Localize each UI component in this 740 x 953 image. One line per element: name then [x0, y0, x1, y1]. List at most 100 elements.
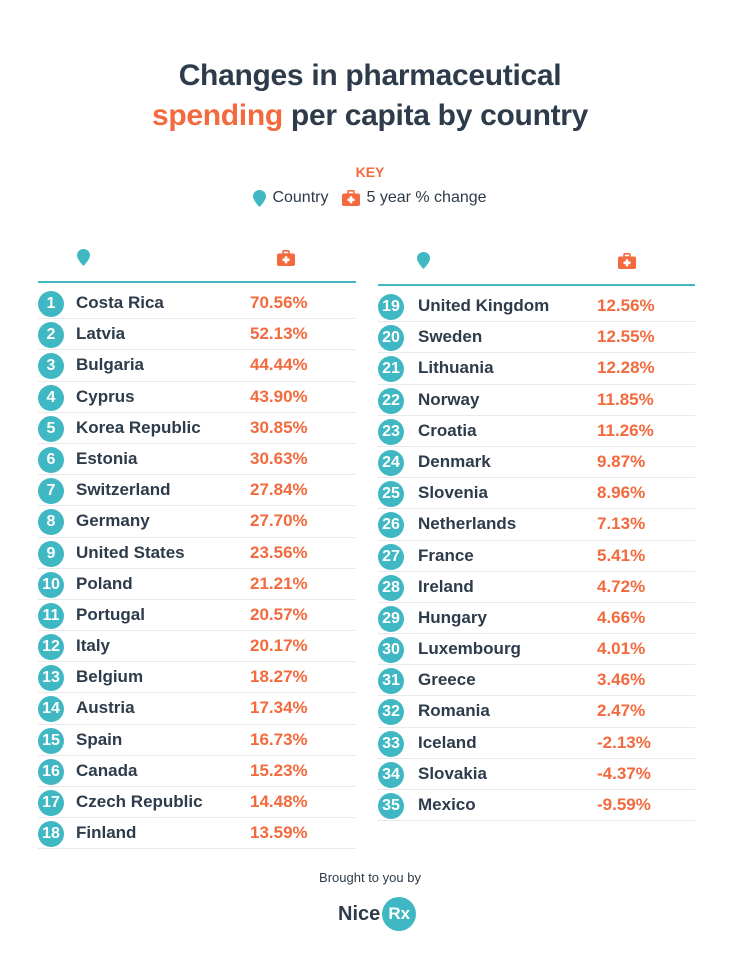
table-row: 29 Hungary 4.66% [378, 603, 695, 635]
country-name: Bulgaria [76, 355, 145, 375]
key-country: Country [253, 189, 328, 207]
rank-badge: 25 [378, 481, 404, 508]
percent-change: 3.46% [597, 670, 646, 690]
rank-badge: 27 [378, 543, 404, 570]
table-row: 19 United Kingdom 12.56% [378, 291, 695, 323]
percent-change: 23.56% [250, 542, 308, 562]
table-row: 6 Estonia 30.63% [38, 444, 356, 476]
percent-change: 70.56% [250, 293, 308, 312]
country-name: Belgium [76, 667, 144, 687]
country-name: Denmark [418, 451, 491, 471]
country-name: Mexico [418, 795, 476, 814]
country-name: Romania [418, 701, 490, 721]
table-row: 16 Canada 15.23% [38, 756, 356, 787]
table-row: 2 Latvia 52.13% [38, 319, 356, 351]
country-name: Cyprus [76, 386, 135, 406]
logo-rx-circle: Rx [382, 897, 417, 931]
rank-badge: 16 [38, 758, 64, 785]
rank-badge: 32 [378, 699, 404, 726]
nicerx-logo: Nice Rx [338, 897, 417, 931]
rank-badge: 24 [378, 449, 404, 476]
country-name: Austria [76, 698, 135, 718]
table-row: 23 Croatia 11.26% [378, 416, 695, 447]
table-column-right: 19 United Kingdom 12.56% 20 Sweden 12.55% 21 Li… [378, 251, 695, 822]
country-name: Canada [76, 760, 138, 780]
logo-nice-text: Nice [338, 902, 381, 925]
rank-badge: 7 [38, 478, 64, 505]
country-name: Poland [76, 573, 133, 593]
table-row: 13 Belgium 18.27% [38, 662, 356, 694]
table-row: 11 Portugal 20.57% [38, 600, 356, 632]
percent-change: 15.23% [250, 760, 308, 780]
country-name: Italy [76, 636, 111, 656]
percent-change: -2.13% [597, 732, 651, 752]
country-name: France [418, 545, 474, 565]
rank-badge: 35 [378, 793, 404, 819]
percent-change: 27.84% [250, 480, 308, 500]
table-row: 10 Poland 21.21% [38, 569, 356, 600]
table-row: 34 Slovakia -4.37% [378, 759, 695, 790]
percent-change: 5.41% [597, 545, 646, 565]
percent-change: 7.13% [597, 514, 646, 534]
rank-badge: 9 [38, 540, 64, 567]
page-title-line-2: spending per capita by country [0, 96, 740, 136]
key-label: KEY [355, 164, 385, 180]
medical-kit-icon [618, 253, 636, 269]
table-row: 4 Cyprus 43.90% [38, 382, 356, 413]
percent-change: 21.21% [250, 573, 308, 593]
country-name: Sweden [418, 327, 483, 347]
rank-badge: 31 [378, 668, 404, 695]
rank-badge: 12 [38, 634, 64, 661]
rank-badge: 5 [38, 415, 64, 442]
country-name: Croatia [418, 420, 477, 440]
percent-change: 44.44% [250, 355, 308, 375]
table-row: 22 Norway 11.85% [378, 385, 695, 416]
column-header [378, 251, 695, 286]
rank-badge: 11 [38, 602, 64, 629]
table-row: 30 Luxembourg 4.01% [378, 634, 695, 666]
title-rest: per capita by country [282, 99, 589, 132]
rank-badge: 33 [378, 730, 404, 757]
percent-change: 27.70% [250, 511, 308, 531]
rank-badge: 21 [378, 356, 404, 383]
percent-change: 9.87% [597, 451, 646, 471]
percent-change: 16.73% [250, 729, 308, 749]
rank-badge: 2 [38, 322, 64, 349]
rank-badge: 17 [38, 790, 64, 816]
rank-badge: 1 [38, 291, 64, 317]
percent-change: 8.96% [597, 483, 646, 503]
percent-change: 4.01% [597, 639, 646, 659]
rank-badge: 20 [378, 325, 404, 352]
country-name: Luxembourg [418, 639, 521, 659]
country-name: Switzerland [76, 480, 171, 500]
key-change: 5 year % change [342, 189, 487, 207]
brought-to-you-by: Brought to you by [319, 870, 421, 885]
table-rows-right: 19 United Kingdom 12.56% 20 Sweden 12.55% 21 Li… [378, 291, 695, 822]
table-row: 9 United States 23.56% [38, 538, 356, 569]
table-row: 17 Czech Republic 14.48% [38, 787, 356, 819]
medical-kit-icon [342, 190, 361, 206]
table-row: 18 Finland 13.59% [38, 818, 356, 850]
percent-change: 11.85% [597, 389, 654, 409]
percent-change: 4.72% [597, 576, 646, 596]
percent-change: 20.57% [250, 604, 308, 624]
rank-badge: 14 [38, 696, 64, 723]
percent-change: 18.27% [250, 667, 308, 687]
map-pin-icon [253, 189, 267, 207]
country-name: Norway [418, 389, 480, 409]
table-row: 31 Greece 3.46% [378, 665, 695, 697]
rank-badge: 18 [38, 821, 64, 848]
map-pin-icon [77, 249, 90, 266]
key-legend: Country 5 year % change [0, 189, 740, 207]
percent-change: 4.66% [597, 607, 646, 627]
page-title-line-1: Changes in pharmaceutical [178, 59, 562, 92]
country-name: Portugal [76, 604, 145, 624]
percent-change: 30.63% [250, 448, 308, 468]
country-name: Slovakia [418, 763, 487, 783]
country-name: Latvia [76, 324, 126, 344]
table-row: 20 Sweden 12.55% [378, 322, 695, 354]
country-name: Ireland [418, 576, 474, 596]
percent-change: -9.59% [597, 795, 651, 814]
percent-change: 13.59% [250, 823, 308, 843]
rank-badge: 29 [378, 605, 404, 632]
